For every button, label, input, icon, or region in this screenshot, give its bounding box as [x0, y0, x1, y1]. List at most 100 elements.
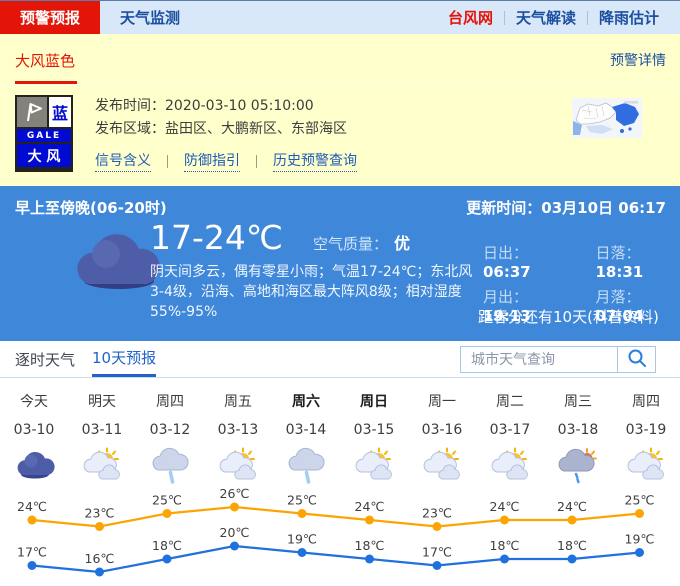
high-temp-label: 24℃ — [355, 499, 385, 514]
low-temp-point — [635, 548, 644, 557]
high-temp-point — [162, 509, 172, 518]
weather-icon-cloudy — [68, 445, 136, 487]
forecast-day-03-15[interactable]: 周日 03-15 — [340, 391, 408, 487]
high-temp-label: 25℃ — [287, 493, 317, 508]
forecast-day-03-12[interactable]: 周四 03-12 — [136, 391, 204, 487]
solar-term-note[interactable]: 距春分还有10天(科普资料) — [478, 308, 659, 326]
update-time-value: 03月10日 06:17 — [541, 199, 666, 217]
link-weather-explain[interactable]: 天气解读 — [515, 9, 576, 27]
warning-type-label: 大 风 — [17, 144, 71, 167]
low-temp-label: 17℃ — [422, 545, 452, 560]
link-history-warning-query[interactable]: 历史预警查询 — [273, 150, 357, 172]
warning-area-map-thumbnail[interactable] — [572, 98, 642, 138]
tab-ten-day-forecast[interactable]: 10天预报 — [92, 341, 157, 377]
publish-area-label: 发布区域： — [95, 121, 165, 137]
forecast-day-03-11[interactable]: 明天 03-11 — [68, 391, 136, 487]
low-temp-label: 16℃ — [85, 551, 115, 566]
low-temp-point — [500, 554, 509, 564]
link-signal-meaning[interactable]: 信号含义 — [95, 150, 151, 172]
tab-warning-forecast[interactable]: 预警预报 — [0, 1, 101, 34]
high-temp-label: 25℃ — [152, 493, 182, 508]
gale-warning-sign[interactable]: 蓝 GALE 大 风 — [15, 95, 73, 172]
day-date: 03-14 — [285, 422, 327, 438]
forecast-tabs: 逐时天气 10天预报 — [0, 341, 680, 378]
forecast-day-03-10[interactable]: 今天 03-10 — [0, 391, 68, 487]
low-temp-point — [230, 541, 239, 551]
weather-icon-cloudy — [476, 445, 544, 487]
day-date: 03-15 — [353, 422, 395, 438]
sunrise: 日出：06:37 — [483, 242, 568, 281]
high-temp-label: 24℃ — [17, 499, 47, 514]
flag-icon — [17, 97, 47, 127]
publish-area-value: 盐田区、大鹏新区、东部海区 — [165, 121, 347, 137]
low-temp-label: 17℃ — [17, 545, 47, 560]
warning-title: 大风蓝色 — [15, 52, 76, 70]
forecast-day-03-17[interactable]: 周二 03-17 — [476, 391, 544, 487]
weather-icon-cloudy — [204, 445, 272, 487]
low-temp-point — [432, 561, 442, 570]
weather-icon-cloudy — [408, 445, 476, 487]
low-temp-label: 18℃ — [557, 538, 587, 553]
search-icon — [627, 348, 647, 372]
forecast-day-03-13[interactable]: 周五 03-13 — [204, 391, 272, 487]
warning-panel: 大风蓝色 预警详情 蓝 GALE 大 风 发布时间：2020-03-10 05:… — [0, 34, 680, 186]
forecast-day-03-18[interactable]: 周三 03-18 — [544, 391, 612, 487]
day-name: 周一 — [428, 394, 456, 410]
divider — [503, 10, 505, 25]
moonrise-value: 19:13 — [483, 307, 531, 325]
sun-moon-times: 日出：06:37 日落：18:31 月出：19:13 月落：07:04 — [483, 242, 680, 325]
search-button[interactable] — [617, 347, 655, 372]
low-temp-label: 18℃ — [355, 538, 385, 553]
warning-details-link[interactable]: 预警详情 — [610, 53, 666, 69]
tab-weather-monitor[interactable]: 天气监测 — [120, 9, 181, 27]
low-temp-label: 19℃ — [625, 532, 655, 547]
day-name: 周日 — [360, 394, 388, 410]
day-date: 03-10 — [13, 422, 55, 438]
search-input[interactable] — [461, 347, 617, 372]
high-temp-point — [500, 515, 509, 525]
day-date: 03-12 — [149, 422, 191, 438]
tab-hourly-weather[interactable]: 逐时天气 — [15, 350, 76, 369]
sunset: 日落：18:31 — [596, 242, 680, 281]
link-typhoon-net[interactable]: 台风网 — [447, 9, 493, 27]
day-date: 03-16 — [421, 422, 463, 438]
high-temp-point — [27, 515, 37, 525]
high-temp-point — [635, 509, 644, 518]
day-date: 03-11 — [81, 422, 123, 438]
low-temp-label: 18℃ — [152, 538, 182, 553]
weather-icon-cloudy — [340, 445, 408, 487]
warning-level-char: 蓝 — [49, 97, 71, 127]
low-temp-line — [31, 544, 640, 574]
divider — [167, 154, 168, 168]
warning-info: 发布时间：2020-03-10 05:10:00 发布区域：盐田区、大鹏新区、东… — [95, 95, 357, 172]
low-temp-point — [27, 561, 37, 570]
low-temp-point — [567, 554, 577, 564]
low-temp-label: 20℃ — [220, 525, 250, 540]
high-temp-point — [567, 515, 577, 525]
link-defense-guide[interactable]: 防御指引 — [184, 150, 240, 172]
day-name: 周三 — [564, 394, 592, 410]
day-date: 03-13 — [217, 422, 259, 438]
high-temp-point — [95, 522, 104, 531]
forecast-panel: 逐时天气 10天预报 今天03-10明天03-11周四03-12周五03-13周… — [0, 341, 680, 585]
forecast-day-03-14[interactable]: 周六 03-14 — [272, 391, 340, 487]
low-temp-point — [162, 554, 172, 564]
link-rain-estimate[interactable]: 降雨估计 — [598, 9, 659, 27]
moonrise: 月出：19:13 — [483, 286, 568, 325]
forecast-day-03-19[interactable]: 周四 03-19 — [612, 391, 680, 487]
air-quality-value: 优 — [393, 234, 410, 253]
weather-icon-shower — [544, 445, 612, 487]
day-name: 周四 — [632, 394, 660, 410]
day-date: 03-17 — [489, 422, 531, 438]
high-temp-label: 23℃ — [85, 506, 115, 521]
forecast-day-03-16[interactable]: 周一 03-16 — [408, 391, 476, 487]
gale-label: GALE — [17, 129, 71, 142]
forecast-days: 今天 03-10 明天 03-11 周四 03-12 周五 03-13 周六 03-14 周日 03-… — [0, 378, 680, 487]
warning-body: 蓝 GALE 大 风 发布时间：2020-03-10 05:10:00 发布区域… — [0, 85, 680, 172]
publish-time-label: 发布时间： — [95, 98, 165, 114]
moonset-label: 月落： — [595, 288, 641, 306]
low-temp-label: 19℃ — [287, 532, 317, 547]
top-nav: 预警预报 天气监测 台风网 天气解读 降雨估计 — [0, 0, 680, 34]
update-time: 更新时间：03月10日 06:17 — [466, 197, 666, 218]
